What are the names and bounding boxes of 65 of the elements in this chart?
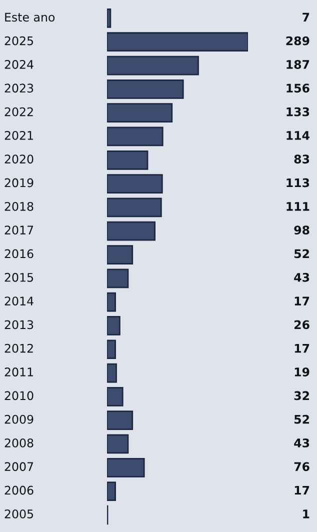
bar xyxy=(107,79,184,99)
y-tick-label: 2006 xyxy=(4,486,34,495)
bar xyxy=(107,150,148,170)
y-tick-label: 2022 xyxy=(4,107,33,116)
bar xyxy=(107,292,116,312)
bar xyxy=(107,387,124,406)
y-tick-label: 2017 xyxy=(4,226,34,235)
data-label: 76 xyxy=(294,462,310,472)
data-label: 17 xyxy=(294,486,310,495)
data-label: 187 xyxy=(286,60,310,69)
data-label: 43 xyxy=(294,438,310,448)
bar xyxy=(107,316,120,336)
y-tick-label: 2023 xyxy=(4,84,34,93)
data-label: 52 xyxy=(294,249,309,258)
bar xyxy=(107,245,134,264)
y-tick-label: 2014 xyxy=(4,296,34,306)
y-tick-label: 2025 xyxy=(4,36,34,46)
y-tick-label: 2015 xyxy=(4,272,34,282)
bar xyxy=(107,268,129,288)
data-label: 32 xyxy=(294,391,309,400)
y-tick-label: 2018 xyxy=(4,202,34,211)
data-label: 98 xyxy=(294,226,310,235)
bar xyxy=(107,434,129,454)
y-tick-label: 2016 xyxy=(4,249,34,258)
data-label: 111 xyxy=(286,202,310,211)
y-tick-label: 2024 xyxy=(4,60,34,69)
data-label: 26 xyxy=(294,320,310,330)
y-tick-label: 2010 xyxy=(4,391,34,400)
bar xyxy=(107,32,248,52)
y-tick-label: 2013 xyxy=(4,320,34,330)
data-label: 19 xyxy=(294,368,310,376)
bar xyxy=(107,8,112,28)
bar xyxy=(107,340,116,360)
data-label: 83 xyxy=(294,154,310,164)
bar xyxy=(107,56,199,76)
bar xyxy=(107,482,116,501)
data-label: 133 xyxy=(286,107,310,116)
data-label: 17 xyxy=(294,296,310,306)
y-tick-label: 2020 xyxy=(4,154,34,164)
data-label: 7 xyxy=(302,12,310,22)
bar xyxy=(107,126,164,146)
bar xyxy=(107,174,163,194)
y-tick-label: 2021 xyxy=(4,130,33,140)
bar xyxy=(107,221,156,241)
y-tick-label: 2005 xyxy=(4,509,34,518)
bar xyxy=(107,103,173,123)
bar xyxy=(107,458,145,478)
data-label: 156 xyxy=(286,84,310,93)
bar xyxy=(107,410,134,430)
data-label: 113 xyxy=(286,178,310,188)
y-tick-label: 2012 xyxy=(4,344,33,353)
data-label: 52 xyxy=(294,414,309,424)
data-label: 17 xyxy=(294,344,310,353)
data-label: 289 xyxy=(286,36,310,46)
y-tick-label: 2011 xyxy=(4,368,33,376)
y-tick-label: 2007 xyxy=(4,462,34,472)
y-tick-label: 2009 xyxy=(4,414,34,424)
y-tick-label: 2008 xyxy=(4,438,34,448)
data-label: 43 xyxy=(294,272,310,282)
y-tick-label: Este ano xyxy=(5,12,55,22)
y-tick-label: 2019 xyxy=(4,178,34,188)
bar xyxy=(107,198,162,218)
data-label: 114 xyxy=(286,131,310,140)
bar xyxy=(107,363,117,383)
data-label: 1 xyxy=(303,510,310,518)
